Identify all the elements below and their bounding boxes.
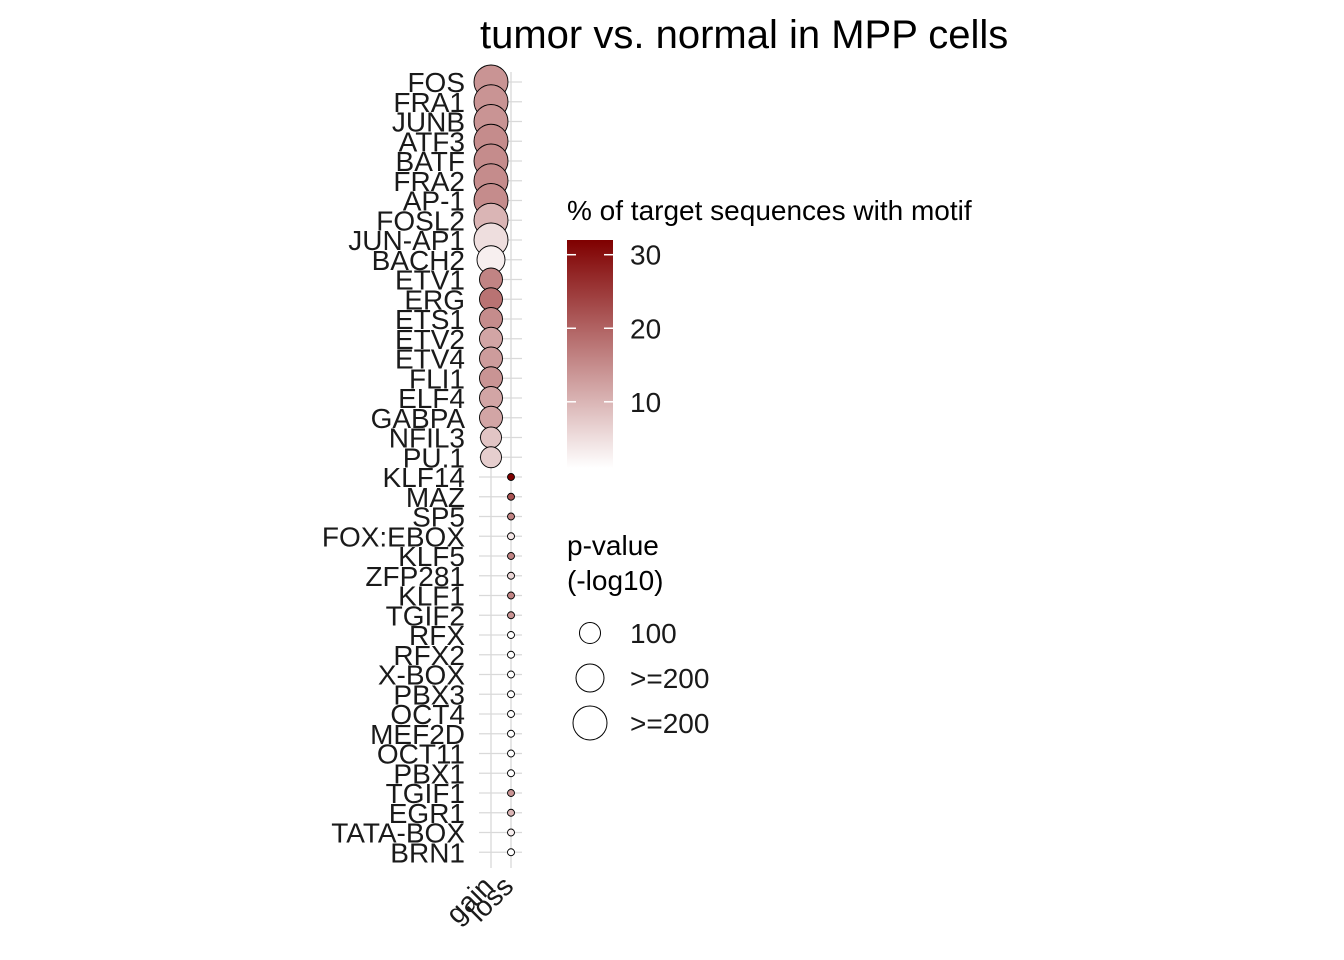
- size-legend-label: 100: [630, 618, 677, 649]
- y-tick-label: OCT11: [377, 739, 465, 770]
- y-tick-label: PU.1: [403, 442, 465, 473]
- y-tick-label: X-BOX: [378, 660, 465, 691]
- point-tata-box: [507, 828, 515, 837]
- y-tick-label: ELF4: [398, 383, 465, 414]
- y-tick-label: FOSL2: [376, 205, 465, 236]
- y-tick-label: PBX3: [393, 679, 465, 710]
- y-tick-label: FOX:EBOX: [322, 521, 465, 552]
- y-tick-label: FLI1: [409, 363, 465, 394]
- y-tick-label: BATF: [396, 146, 465, 177]
- point-gabpa: [479, 405, 503, 430]
- point-sp5: [507, 512, 515, 521]
- y-tick-label: KLF1: [398, 581, 465, 612]
- size-legend-key: [572, 705, 608, 741]
- point-nfil3: [480, 426, 502, 449]
- point-tgif1: [507, 789, 515, 797]
- point-mef2d: [507, 729, 515, 738]
- point-brn1: [507, 848, 515, 857]
- y-tick-label: JUN-AP1: [348, 225, 465, 256]
- y-tick-label: ETS1: [395, 304, 465, 335]
- size-legend-items: 100 >=200 >=200: [572, 618, 709, 741]
- color-legend-title: % of target sequences with motif: [567, 195, 972, 226]
- color-tick-label: 30: [630, 240, 661, 271]
- y-tick-label: NFIL3: [389, 423, 465, 454]
- y-tick-label: PBX1: [393, 758, 465, 789]
- point-pu-1: [480, 446, 502, 469]
- point-fox-ebox: [507, 532, 515, 541]
- point-tgif2: [507, 611, 515, 620]
- size-legend-key: [575, 663, 605, 693]
- point-pbx3: [507, 690, 515, 699]
- size-legend: p-value (-log10) 100 >=200 >=200: [567, 530, 709, 741]
- size-legend-label: >=200: [630, 708, 709, 739]
- point-oct11: [507, 749, 515, 758]
- y-tick-label: RFX2: [393, 640, 465, 671]
- point-maz: [507, 492, 515, 501]
- y-tick-label: ERG: [404, 284, 465, 315]
- y-tick-label: JUNB: [392, 107, 465, 138]
- y-tick-label: AP-1: [403, 186, 465, 217]
- y-tick-label: FRA1: [393, 87, 465, 118]
- y-tick-label: ETV2: [395, 324, 465, 355]
- color-tick-label: 10: [630, 387, 661, 418]
- y-tick-label: BACH2: [372, 245, 465, 276]
- color-legend: % of target sequences with motif 10 20 30: [567, 195, 972, 468]
- point-rfx2: [507, 650, 515, 659]
- point-zfp281: [507, 571, 515, 580]
- point-klf5: [507, 552, 515, 560]
- point-klf14: [507, 473, 515, 481]
- y-tick-label: ETV1: [395, 265, 465, 296]
- y-tick-label: BRN1: [390, 837, 465, 868]
- size-legend-title-line1: p-value: [567, 530, 659, 561]
- size-legend-label: >=200: [630, 663, 709, 694]
- y-tick-label: KLF5: [398, 541, 465, 572]
- color-legend-ticks: 10 20 30: [567, 240, 661, 418]
- y-tick-label: ZFP281: [365, 561, 465, 592]
- y-tick-label: TGIF1: [386, 778, 465, 809]
- y-tick-label: MAZ: [406, 482, 465, 513]
- point-pbx1: [507, 769, 515, 778]
- color-legend-bar: [567, 240, 613, 468]
- y-tick-label: FOS: [407, 67, 465, 98]
- chart-title: tumor vs. normal in MPP cells: [480, 13, 1008, 57]
- y-tick-label: OCT4: [390, 699, 465, 730]
- size-legend-title-line2: (-log10): [567, 565, 663, 596]
- y-tick-label: MEF2D: [370, 719, 465, 750]
- data-points: [473, 64, 515, 857]
- point-egr1: [507, 808, 515, 817]
- size-legend-key: [579, 622, 601, 644]
- y-axis-labels: FOSFRA1JUNBATF3BATFFRA2AP-1FOSL2JUN-AP1B…: [322, 67, 465, 868]
- point-klf1: [507, 591, 515, 600]
- point-oct4: [507, 710, 515, 718]
- y-tick-label: RFX: [409, 620, 465, 651]
- color-tick-label: 20: [630, 313, 661, 344]
- y-tick-label: TATA-BOX: [331, 818, 465, 849]
- y-tick-label: ETV4: [395, 344, 465, 375]
- point-rfx: [507, 631, 515, 639]
- y-tick-label: TGIF2: [386, 600, 465, 631]
- y-tick-label: FRA2: [393, 166, 465, 197]
- y-tick-label: ATF3: [399, 126, 465, 157]
- point-x-box: [507, 670, 515, 679]
- y-tick-label: EGR1: [389, 798, 465, 829]
- y-tick-label: SP5: [412, 502, 465, 533]
- y-tick-label: GABPA: [371, 403, 466, 434]
- y-tick-label: KLF14: [383, 462, 466, 493]
